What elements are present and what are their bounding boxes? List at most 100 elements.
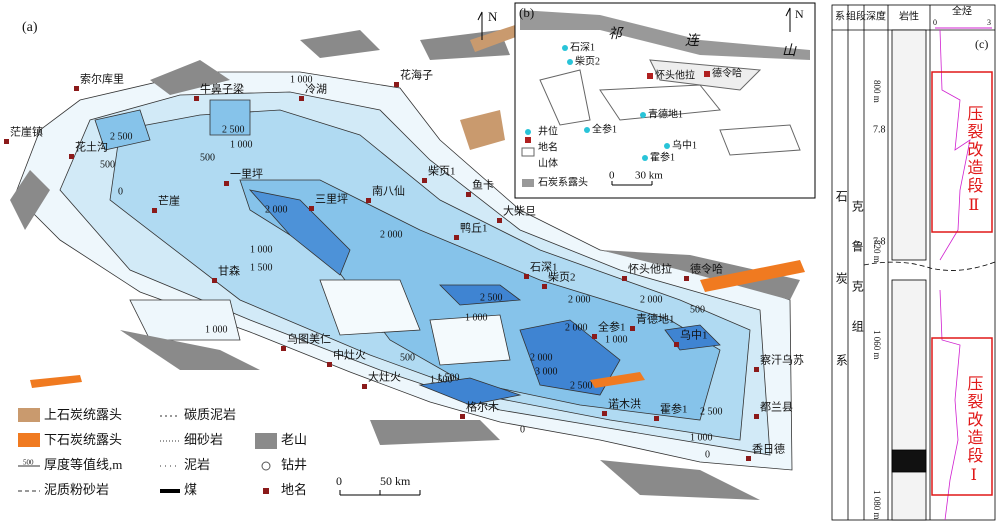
place-marker [327, 362, 332, 367]
scale-label: 50 km [380, 474, 411, 488]
contour-label: 2 000 [530, 352, 553, 363]
place-name: 柴页2 [575, 54, 600, 67]
zone-label: 压裂改造段Ⅰ [964, 375, 983, 486]
zone-label: 压裂改造段Ⅱ [964, 105, 983, 216]
well-marker [664, 143, 670, 149]
mountain-name: 连 [685, 33, 701, 49]
place-marker [630, 326, 635, 331]
place-marker [460, 414, 465, 419]
column-header: 岩性 [899, 9, 919, 22]
place-marker [4, 139, 9, 144]
legend-label: 煤 [184, 482, 197, 497]
place-name: 青德地1 [636, 312, 675, 326]
well-marker [642, 155, 648, 161]
column [831, 4, 996, 521]
place-marker [394, 82, 399, 87]
place-name: 怀头他拉 [655, 68, 695, 81]
column-header: 深度 [866, 9, 886, 22]
place-name: 全参1 [598, 320, 626, 334]
place-name: 德令哈 [690, 262, 723, 276]
place-marker [69, 154, 74, 159]
place-name: 乌图美仁 [287, 332, 331, 346]
place-marker [654, 416, 659, 421]
place-marker [299, 96, 304, 101]
inset-map [520, 10, 810, 187]
place-name: 都兰县 [760, 401, 793, 414]
mountains [10, 30, 800, 500]
well-marker [567, 59, 573, 65]
north-arrow [477, 11, 483, 40]
legend-label: 下石炭统露头 [44, 432, 122, 447]
place-marker [622, 276, 627, 281]
place-marker [542, 284, 547, 289]
contour-label: 0 [520, 424, 525, 435]
place-marker [212, 278, 217, 283]
contour-label: 0 [705, 449, 710, 460]
well-marker [584, 127, 590, 133]
contour-label: 2 000 [380, 229, 403, 240]
place-name: 鸭丘1 [460, 222, 488, 235]
place-name: 柴页2 [548, 270, 576, 284]
panel-label: (a) [22, 20, 38, 35]
place-name: 花海子 [400, 68, 433, 82]
contour-label: 1 500 [437, 372, 460, 383]
place-marker [746, 456, 751, 461]
place-name: 花土沟 [75, 141, 108, 154]
place-name: 诺木洪 [608, 397, 641, 411]
place-name: 青德地1 [648, 107, 683, 120]
place-marker [224, 181, 229, 186]
column-header: 组段 [846, 9, 866, 22]
legend-label: 厚度等值线,m [44, 457, 122, 472]
contour-label: 2 000 [265, 204, 288, 215]
place-name: 南八仙 [372, 185, 405, 198]
contour-label: 2 000 [640, 294, 663, 305]
place-name: 霍参1 [660, 402, 688, 416]
place-name: 中灶火 [333, 349, 366, 362]
axis-label: 0 [933, 18, 937, 27]
place-name: 石深1 [530, 261, 558, 274]
north: N [795, 7, 804, 21]
place-name: 三里坪 [315, 193, 348, 206]
contour-label: 2 000 [568, 294, 591, 305]
depth-label: 800 m [872, 80, 882, 103]
place-marker [422, 178, 427, 183]
contour-label: 2 500 [110, 131, 133, 142]
place-marker [704, 71, 710, 77]
scale-label: 0 [336, 474, 342, 488]
legend-label: 碳质泥岩 [184, 407, 236, 422]
legend-label: 山体 [538, 157, 558, 169]
place-name: 冷湖 [305, 83, 327, 96]
legend-label: 细砂岩 [184, 432, 223, 447]
place-marker [684, 276, 689, 281]
depth-label: 820 m [872, 240, 882, 263]
column-header: 系 [835, 10, 845, 22]
depth-label: 1 080 m [872, 490, 882, 520]
contour-symbol: 500 [23, 459, 34, 467]
place-marker [466, 192, 471, 197]
contour-label: 2 000 [565, 322, 588, 333]
place-name: 德令哈 [712, 66, 742, 79]
contour-label: 1 000 [690, 432, 713, 443]
contour-label: 500 [400, 352, 415, 363]
place-marker [647, 73, 653, 79]
well-marker [562, 45, 568, 51]
place-name: 察汗乌苏 [760, 353, 804, 367]
legend-label: 泥质粉砂岩 [44, 482, 109, 497]
place-name: 一里坪 [230, 168, 263, 181]
legend-label: 钻井 [281, 457, 307, 472]
place-marker [674, 342, 679, 347]
contour-label: 1 000 [605, 334, 628, 345]
column-header: 全烃 [952, 4, 972, 17]
place-name: 乌中1 [672, 138, 697, 151]
place-name: 怀头他拉 [628, 262, 672, 276]
place-marker [497, 218, 502, 223]
contour-label: 500 [200, 152, 215, 163]
place-marker [366, 198, 371, 203]
place-marker [454, 235, 459, 240]
contour-label: 1 000 [205, 324, 228, 335]
place-name: 柴页1 [428, 164, 456, 178]
contour-label: 1 500 [430, 374, 453, 385]
place-marker [74, 86, 79, 91]
marker-label: 7.8 [873, 236, 886, 247]
